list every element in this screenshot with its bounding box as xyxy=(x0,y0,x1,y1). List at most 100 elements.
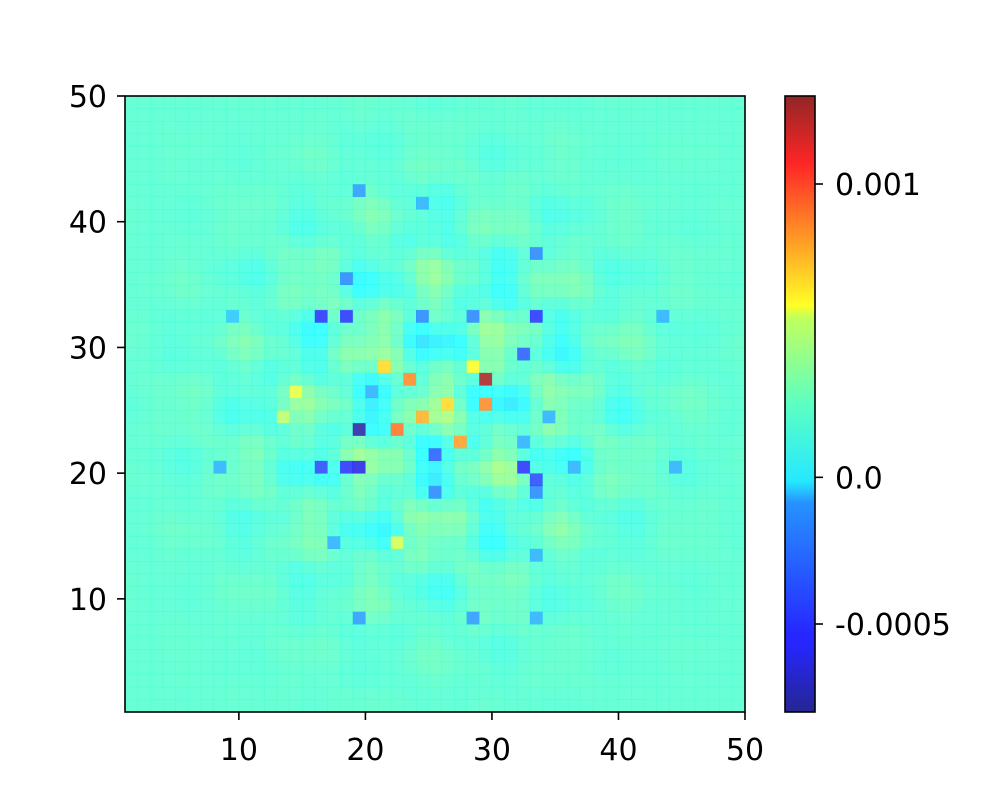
heatmap-cell xyxy=(618,448,632,461)
heatmap-cell xyxy=(466,699,480,713)
heatmap-cell xyxy=(378,158,392,172)
heatmap-cell xyxy=(593,699,607,713)
heatmap-cell xyxy=(150,284,164,298)
heatmap-cell xyxy=(428,624,442,637)
heatmap-cell xyxy=(416,234,430,248)
heatmap-cell xyxy=(542,209,556,223)
heatmap-cell xyxy=(656,196,670,210)
heatmap-cell xyxy=(200,410,214,424)
heatmap-cell xyxy=(517,96,531,109)
heatmap-cell xyxy=(378,561,392,575)
heatmap-cell xyxy=(567,221,581,235)
heatmap-cell xyxy=(162,611,177,625)
heatmap-cell xyxy=(137,598,151,612)
heatmap-cell xyxy=(517,473,531,487)
heatmap-cell xyxy=(289,674,303,688)
heatmap-cell xyxy=(631,133,645,147)
heatmap-cell xyxy=(213,586,227,600)
heatmap-cell xyxy=(732,536,746,549)
heatmap-cell xyxy=(188,485,202,499)
heatmap-cell xyxy=(719,133,733,147)
heatmap-cell xyxy=(567,108,581,122)
heatmap-cell xyxy=(327,699,341,713)
heatmap-cell xyxy=(593,246,607,260)
heatmap-cell xyxy=(580,649,594,663)
heatmap-cell xyxy=(542,686,556,700)
heatmap-cell xyxy=(593,586,607,600)
heatmap-cell xyxy=(213,510,227,524)
heatmap-cell xyxy=(276,347,290,361)
heatmap-cell xyxy=(352,209,366,223)
heatmap-cell xyxy=(226,196,240,210)
heatmap-cell xyxy=(707,171,721,185)
heatmap-cell xyxy=(643,259,657,273)
heatmap-cell xyxy=(681,485,695,499)
heatmap-cell xyxy=(251,460,265,474)
heatmap-cell xyxy=(593,309,607,323)
heatmap-cell xyxy=(669,196,683,210)
y-tick-label: 40 xyxy=(69,206,107,241)
heatmap-cell xyxy=(719,347,733,361)
heatmap-cell xyxy=(681,133,695,147)
heatmap-cell xyxy=(264,485,278,499)
heatmap-cell xyxy=(732,636,746,650)
heatmap-cell xyxy=(302,498,316,512)
heatmap-cell xyxy=(669,573,683,587)
heatmap-cell xyxy=(251,184,265,197)
heatmap-cell xyxy=(175,448,189,461)
heatmap-cell xyxy=(162,561,177,575)
heatmap-cell xyxy=(669,699,683,713)
heatmap-cell xyxy=(542,624,556,637)
heatmap-cell xyxy=(365,661,379,675)
heatmap-cell xyxy=(669,422,683,436)
heatmap-cell xyxy=(529,498,543,512)
heatmap-cell xyxy=(466,121,480,135)
heatmap-cell xyxy=(428,234,442,248)
heatmap-cell xyxy=(238,284,252,298)
heatmap-cell xyxy=(378,272,392,285)
heatmap-cell xyxy=(365,686,379,700)
heatmap-cell xyxy=(580,548,594,562)
heatmap-cell xyxy=(479,184,493,197)
heatmap-cell xyxy=(605,121,619,135)
heatmap-cell xyxy=(378,385,392,399)
heatmap-cell xyxy=(555,674,569,688)
heatmap-cell xyxy=(327,259,341,273)
heatmap-cell xyxy=(327,234,341,248)
heatmap-cell xyxy=(707,422,721,436)
heatmap-cell xyxy=(162,234,177,248)
heatmap-cell xyxy=(403,561,417,575)
heatmap-cell xyxy=(694,133,708,147)
heatmap-cell xyxy=(125,209,139,223)
heatmap-cell xyxy=(605,284,619,298)
heatmap-cell xyxy=(669,221,683,235)
heatmap-cell xyxy=(694,397,708,411)
heatmap-cell xyxy=(188,636,202,650)
heatmap-cell xyxy=(694,598,708,612)
heatmap-cell xyxy=(643,649,657,663)
heatmap-cell xyxy=(719,96,733,109)
heatmap-cell xyxy=(681,536,695,549)
heatmap-cell xyxy=(302,309,316,323)
heatmap-cell xyxy=(264,460,278,474)
heatmap-cell xyxy=(719,284,733,298)
heatmap-cell xyxy=(390,360,404,373)
heatmap-cell xyxy=(656,548,670,562)
heatmap-cell xyxy=(491,561,505,575)
heatmap-cell xyxy=(314,158,328,172)
heatmap-cell xyxy=(302,674,316,688)
heatmap-cell xyxy=(264,297,278,311)
heatmap-cell xyxy=(681,360,695,373)
heatmap-cell xyxy=(529,108,543,122)
heatmap-cell xyxy=(276,284,290,298)
heatmap-cell xyxy=(605,209,619,223)
heatmap-cell xyxy=(669,649,683,663)
heatmap-cell xyxy=(264,372,278,386)
heatmap-cell xyxy=(669,435,683,449)
heatmap-cell xyxy=(352,674,366,688)
heatmap-cell xyxy=(150,473,164,487)
heatmap-cell xyxy=(453,158,468,172)
heatmap-cell xyxy=(643,309,657,323)
heatmap-cell xyxy=(669,146,683,160)
heatmap-cell xyxy=(694,284,708,298)
